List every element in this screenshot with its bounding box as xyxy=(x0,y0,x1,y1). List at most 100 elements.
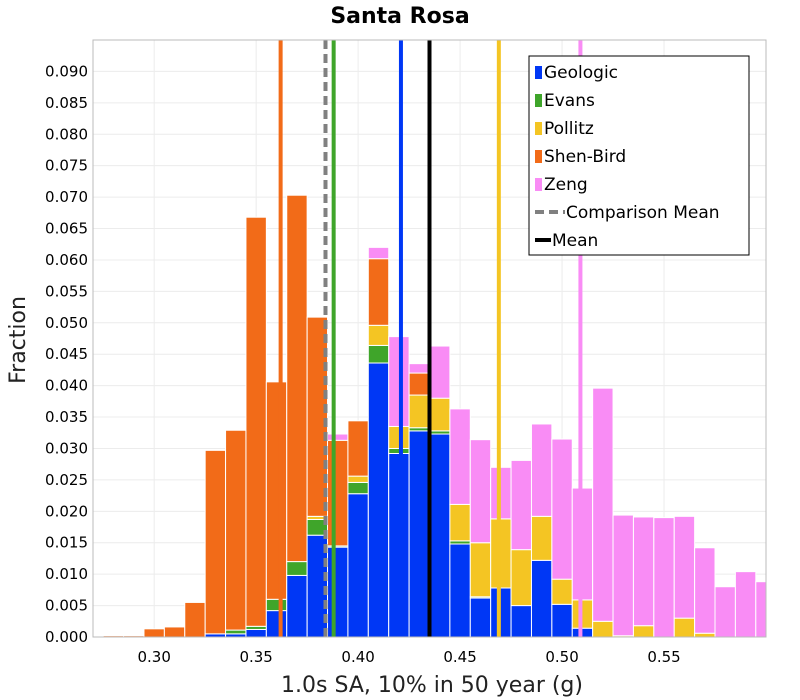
bar-geologic xyxy=(490,587,512,637)
y-tick-label: 0.040 xyxy=(45,377,88,395)
y-tick-label: 0.035 xyxy=(45,408,88,426)
legend-geologic-swatch xyxy=(535,66,542,79)
y-tick-label: 0.010 xyxy=(45,565,88,583)
bar-shen-bird xyxy=(245,216,267,627)
y-tick-label: 0.060 xyxy=(45,251,88,269)
legend: Geologic Evans Pollitz Shen-Bird Zeng Compari… xyxy=(528,55,750,256)
y-tick-label: 0.080 xyxy=(45,125,88,143)
bar-zeng xyxy=(388,336,410,427)
bar-zeng xyxy=(469,439,492,544)
bar-evans xyxy=(388,447,410,455)
legend-zeng-swatch xyxy=(535,178,542,191)
bar-zeng xyxy=(490,466,512,520)
bar-pollitz xyxy=(347,475,369,483)
bar-pollitz xyxy=(388,425,410,449)
bar-geologic xyxy=(551,603,573,637)
legend-shen-bird-swatch xyxy=(535,150,542,163)
x-tick-label: 0.35 xyxy=(239,648,272,666)
y-tick-label: 0.045 xyxy=(45,345,88,363)
bar-shen-bird xyxy=(367,258,390,326)
y-tick-label: 0.005 xyxy=(45,597,88,615)
y-tick-label: 0.085 xyxy=(45,94,88,112)
y-tick-label: 0.030 xyxy=(45,439,88,457)
y-axis-ticks: 0.000 0.005 0.010 0.015 0.020 0.025 0.030 0.035… xyxy=(45,62,88,646)
bar-shen-bird xyxy=(163,626,186,637)
bar-pollitz xyxy=(510,549,532,607)
bar-zeng xyxy=(571,487,594,601)
bar-pollitz xyxy=(551,578,573,605)
legend-comparison-mean-label: Comparison Mean xyxy=(566,203,720,223)
bar-pollitz xyxy=(694,632,716,637)
bar-zeng xyxy=(408,363,430,374)
bar-evans xyxy=(286,561,308,576)
bar-geologic xyxy=(327,546,349,637)
y-tick-label: 0.090 xyxy=(45,62,88,80)
bar-shen-bird xyxy=(286,194,308,563)
bar-zeng xyxy=(510,459,532,551)
y-tick-label: 0.020 xyxy=(45,502,88,520)
bar-zeng xyxy=(653,517,675,637)
bar-evans xyxy=(347,481,369,495)
bar-zeng xyxy=(694,547,716,634)
bar-pollitz xyxy=(449,503,471,542)
bar-shen-bird xyxy=(204,449,227,635)
legend-geologic-label: Geologic xyxy=(544,63,618,83)
y-tick-label: 0.065 xyxy=(45,220,88,238)
bar-shen-bird xyxy=(265,381,288,600)
bar-shen-bird xyxy=(306,316,329,517)
bar-geologic xyxy=(429,433,451,637)
y-tick-label: 0.070 xyxy=(45,188,88,206)
bar-pollitz xyxy=(571,599,594,629)
bar-geologic xyxy=(510,605,532,637)
y-tick-label: 0.000 xyxy=(45,628,88,646)
bar-geologic xyxy=(449,543,471,637)
y-tick-label: 0.015 xyxy=(45,534,88,552)
bar-zeng xyxy=(734,571,757,637)
y-axis-label: Fraction xyxy=(6,296,31,384)
bar-zeng xyxy=(530,423,553,517)
bar-evans xyxy=(225,629,247,635)
legend-shen-bird-label: Shen-Bird xyxy=(544,147,626,167)
y-tick-label: 0.075 xyxy=(45,157,88,175)
x-tick-label: 0.55 xyxy=(647,648,680,666)
bar-geologic xyxy=(388,453,410,637)
bar-evans xyxy=(367,344,390,364)
legend-evans-swatch xyxy=(535,94,542,107)
x-tick-label: 0.30 xyxy=(137,648,170,666)
bar-zeng xyxy=(449,408,471,505)
bar-shen-bird xyxy=(143,628,165,637)
bar-geologic xyxy=(347,493,369,637)
bar-pollitz xyxy=(673,617,696,637)
histogram-bars xyxy=(102,194,766,637)
bar-zeng xyxy=(327,433,349,441)
legend-pollitz-label: Pollitz xyxy=(544,119,594,139)
bar-geologic xyxy=(571,627,594,637)
bar-geologic xyxy=(245,628,267,637)
bar-zeng xyxy=(367,246,390,260)
bar-pollitz xyxy=(530,515,553,561)
bar-geologic xyxy=(367,362,390,637)
y-tick-label: 0.055 xyxy=(45,282,88,300)
bar-zeng xyxy=(673,515,696,619)
y-tick-label: 0.050 xyxy=(45,314,88,332)
bar-evans xyxy=(265,598,288,612)
bar-shen-bird xyxy=(184,601,206,637)
bar-geologic xyxy=(408,430,430,637)
x-axis-label: 1.0s SA, 10% in 50 year (g) xyxy=(281,673,583,698)
x-tick-label: 0.50 xyxy=(545,648,578,666)
bar-pollitz xyxy=(367,324,390,346)
bar-geologic xyxy=(469,597,492,637)
bar-shen-bird xyxy=(327,439,349,547)
bar-geologic xyxy=(265,610,288,637)
chart-title: Santa Rosa xyxy=(330,4,469,29)
x-tick-label: 0.40 xyxy=(341,648,374,666)
bar-shen-bird xyxy=(225,429,247,631)
bar-zeng xyxy=(755,581,766,637)
bar-zeng xyxy=(551,438,573,580)
bar-pollitz xyxy=(429,397,451,432)
bar-geologic xyxy=(286,574,308,637)
bar-shen-bird xyxy=(408,372,430,396)
legend-pollitz-swatch xyxy=(535,122,542,135)
legend-box xyxy=(528,55,750,256)
